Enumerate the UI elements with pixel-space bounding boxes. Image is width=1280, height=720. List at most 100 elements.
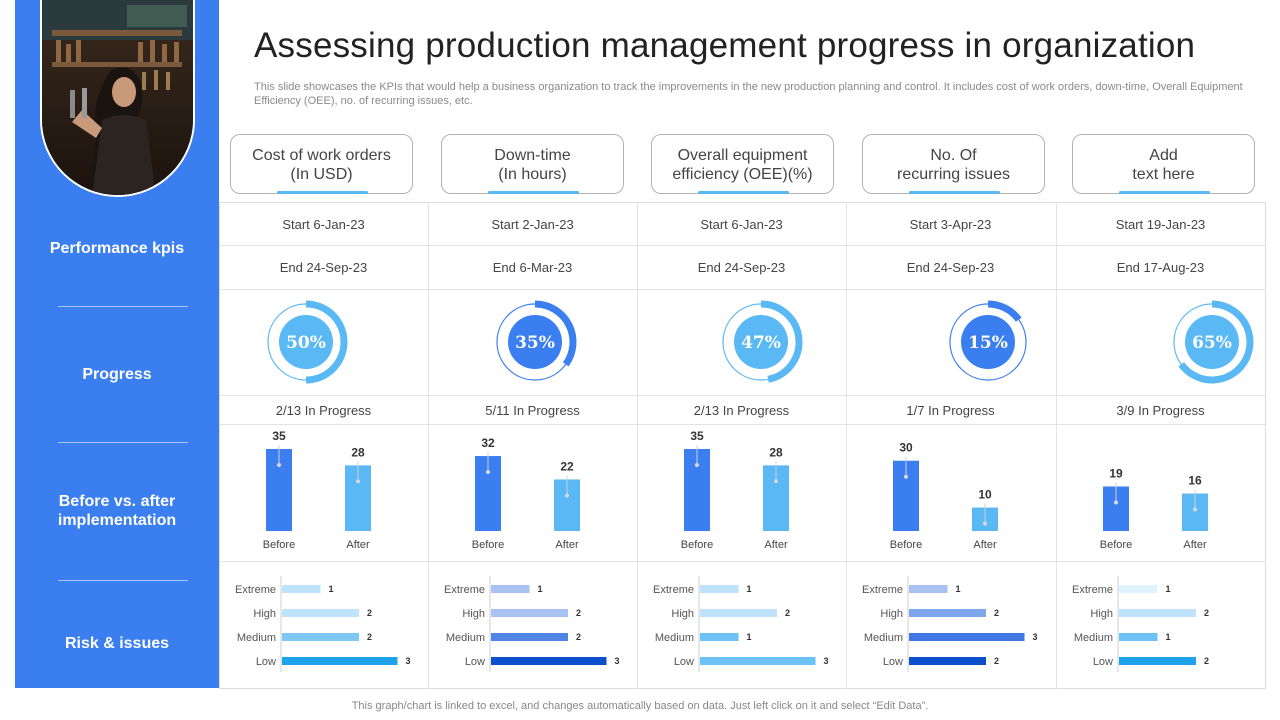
risk-bar [1119, 657, 1196, 665]
risk-bar [909, 633, 1025, 641]
before-after-chart: 19 Before 16 After [1100, 466, 1208, 551]
bar-leader-dot [1193, 507, 1197, 512]
risk-value-label: 3 [406, 656, 411, 666]
risk-bar [491, 585, 530, 593]
donut-progress-arc [1178, 300, 1254, 384]
grid-row-divider [219, 245, 1266, 246]
risk-bar [700, 657, 816, 665]
bar-value-label: 16 [1188, 474, 1202, 488]
bar-leader-dot [1114, 500, 1118, 505]
risk-value-label: 2 [1204, 608, 1209, 618]
progress-percent: 50% [286, 333, 326, 353]
risk-value-label: 1 [329, 584, 334, 594]
end-date: End 24-Sep-23 [906, 260, 995, 275]
bar-category-label: After [973, 539, 997, 551]
header-accent [1119, 191, 1210, 194]
column-header-add-text: Add text here [1072, 134, 1255, 194]
grid-row-divider [219, 424, 1266, 425]
bar-value-label: 22 [560, 459, 574, 473]
bar-value-label: 32 [481, 436, 495, 450]
bar-category-label: After [555, 539, 579, 551]
bar-category-label: Before [890, 539, 922, 551]
start-date: Start 3-Apr-23 [909, 217, 992, 232]
in-progress-count: 2/13 In Progress [693, 403, 790, 418]
sidebar-label-performance-kpis: Performance kpis [49, 240, 185, 257]
bar-value-label: 35 [690, 429, 704, 443]
risk-category-label: Low [465, 656, 485, 668]
header-line: No. Of [930, 147, 977, 164]
risk-category-label: Medium [237, 632, 276, 644]
risk-category-label: High [462, 608, 485, 620]
bar-category-label: After [1183, 539, 1207, 551]
end-date: End 6-Mar-23 [492, 260, 573, 275]
risk-value-label: 2 [576, 632, 581, 642]
risk-category-label: Medium [1074, 632, 1113, 644]
header-accent [698, 191, 789, 194]
grid-col-divider [846, 202, 847, 689]
before-after-chart: 32 Before 22 After [472, 436, 580, 551]
header-line: (In hours) [498, 166, 567, 183]
risk-bar [282, 609, 359, 617]
bar-category-label: Before [472, 539, 504, 551]
risk-bar [700, 609, 777, 617]
bar-leader-dot [277, 463, 281, 467]
in-progress-count: 1/7 In Progress [906, 403, 995, 418]
progress-percent: 47% [741, 333, 781, 353]
risk-category-label: High [1090, 608, 1113, 620]
start-date: Start 6-Jan-23 [700, 217, 783, 232]
donut-center [279, 315, 333, 369]
bar-leader-dot [774, 479, 778, 484]
bar-category-label: Before [681, 539, 713, 551]
risk-category-label: Extreme [653, 584, 694, 596]
progress-percent: 35% [515, 333, 555, 353]
risk-category-label: Extreme [1072, 584, 1113, 596]
risk-value-label: 1 [1166, 584, 1171, 594]
progress-donut: 47% [722, 300, 803, 383]
donut-progress-arc [987, 300, 1022, 322]
header-accent [277, 191, 368, 194]
risk-bar [282, 633, 359, 641]
header-accent [488, 191, 579, 194]
risk-value-label: 2 [994, 608, 999, 618]
grid-col-divider [428, 202, 429, 689]
kpi-grid [219, 202, 1266, 689]
header-line: (In USD) [290, 166, 353, 183]
risk-value-label: 1 [956, 584, 961, 594]
risk-category-label: High [253, 608, 276, 620]
progress-donut: 15% [949, 300, 1027, 381]
end-date: End 24-Sep-23 [279, 260, 368, 275]
risk-value-label: 1 [747, 632, 752, 642]
column-header-oee: Overall equipment efficiency (OEE)(%) [651, 134, 834, 194]
risk-issues-chart: Extreme 1 High 2 Medium 1 Low 2 [1072, 576, 1209, 672]
risk-bar [282, 657, 398, 665]
grid-row-divider [219, 289, 1266, 290]
grid-row-divider [219, 395, 1266, 396]
page-title: Assessing production management progress… [254, 26, 1196, 65]
donut-progress-arc [305, 300, 348, 384]
risk-value-label: 2 [576, 608, 581, 618]
risk-value-label: 3 [1033, 632, 1038, 642]
risk-issues-chart: Extreme 1 High 2 Medium 2 Low 3 [444, 576, 620, 672]
grid-col-divider [637, 202, 638, 689]
header-line: Overall equipment [677, 147, 808, 164]
before-after-chart: 35 Before 28 After [263, 429, 371, 551]
risk-value-label: 3 [824, 656, 829, 666]
end-date: End 17-Aug-23 [1116, 260, 1205, 275]
bar-leader-dot [695, 463, 699, 467]
before-after-chart: 35 Before 28 After [681, 429, 789, 551]
grid-row-divider [219, 561, 1266, 562]
progress-donut: 35% [496, 300, 577, 381]
risk-category-label: Extreme [444, 584, 485, 596]
footer-note: This graph/chart is linked to excel, and… [351, 700, 929, 712]
sidebar-label-progress: Progress [82, 366, 152, 383]
donut-center [508, 315, 562, 369]
risk-bar [909, 585, 948, 593]
risk-value-label: 1 [538, 584, 543, 594]
bar-value-label: 19 [1109, 466, 1123, 480]
donut-progress-arc [760, 300, 803, 383]
risk-value-label: 2 [1204, 656, 1209, 666]
sidebar-separator [58, 580, 188, 581]
risk-category-label: Extreme [862, 584, 903, 596]
header-line: Down-time [494, 147, 571, 164]
bar-value-label: 30 [899, 441, 913, 455]
